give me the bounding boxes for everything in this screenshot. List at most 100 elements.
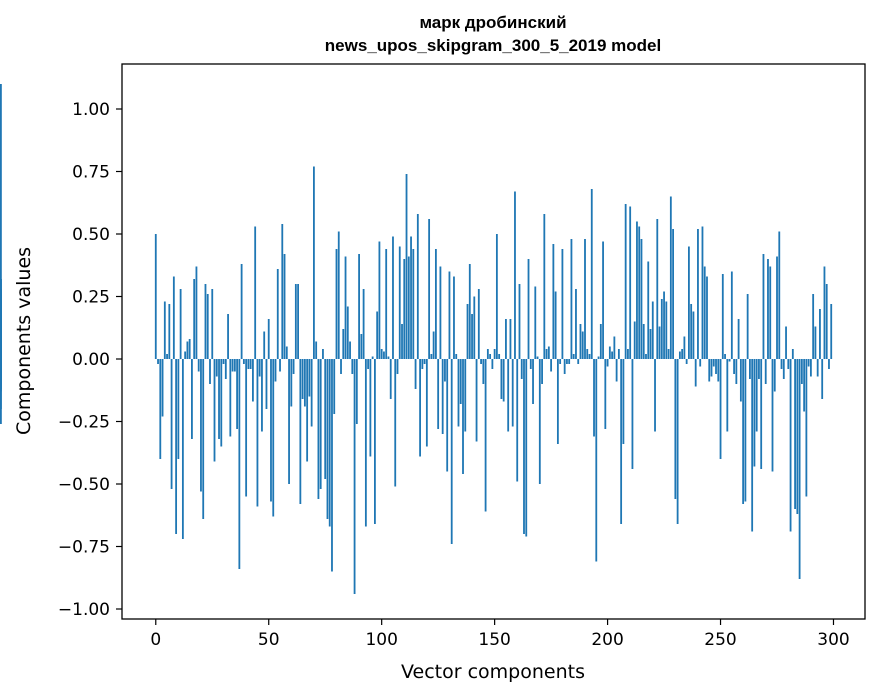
bar-138 xyxy=(466,304,469,359)
bar-110 xyxy=(403,259,406,359)
bar-214 xyxy=(638,226,641,359)
bar-282 xyxy=(791,349,794,359)
bar-41 xyxy=(247,359,250,369)
bar-130 xyxy=(448,271,451,359)
bar-12 xyxy=(181,359,184,539)
bar-123 xyxy=(432,331,435,359)
bar-162 xyxy=(520,359,523,379)
bar-236 xyxy=(688,246,690,359)
bar-11 xyxy=(179,289,182,359)
bar-140 xyxy=(471,314,473,359)
bar-264 xyxy=(751,359,754,532)
bar-65 xyxy=(301,359,304,399)
bar-31 xyxy=(224,359,227,379)
bar-187 xyxy=(577,359,580,364)
bar-undefined xyxy=(0,84,2,359)
bar-259 xyxy=(739,359,742,402)
y-tick-label: −0.50 xyxy=(58,475,110,495)
bar-126 xyxy=(439,266,442,359)
bar-54 xyxy=(276,269,279,359)
bar-131 xyxy=(450,359,453,544)
bar-268 xyxy=(760,359,763,469)
bar-271 xyxy=(767,259,769,359)
bar-148 xyxy=(489,354,492,359)
bar-67 xyxy=(306,359,309,462)
bar-96 xyxy=(371,356,374,359)
bar-170 xyxy=(538,359,541,484)
bar-171 xyxy=(541,359,543,384)
bar-21 xyxy=(202,359,205,519)
bar-93 xyxy=(364,359,367,527)
bar-95 xyxy=(369,359,372,457)
bar-34 xyxy=(231,359,234,372)
bar-257 xyxy=(735,359,738,384)
bar-59 xyxy=(288,359,290,484)
bar-250 xyxy=(719,359,722,459)
bar-144 xyxy=(480,359,482,364)
bar-68 xyxy=(308,359,311,397)
bar-277 xyxy=(780,359,783,369)
bar-74 xyxy=(322,349,324,359)
bar-240 xyxy=(697,229,699,359)
bar-104 xyxy=(389,359,392,399)
bar-205 xyxy=(617,349,620,359)
bar-239 xyxy=(694,359,697,387)
y-tick-label: −1.00 xyxy=(58,600,110,620)
bar-133 xyxy=(455,354,458,359)
bar-53 xyxy=(274,359,277,382)
bar-166 xyxy=(529,359,532,369)
bar-255 xyxy=(730,271,733,359)
bar-60 xyxy=(290,359,293,407)
bar-263 xyxy=(749,359,751,379)
plot-area-frame xyxy=(121,63,866,620)
bar-24 xyxy=(209,359,211,384)
bar-137 xyxy=(464,359,467,432)
bar-109 xyxy=(401,324,403,359)
bar-81 xyxy=(337,231,340,359)
bar-165 xyxy=(527,259,530,359)
bar-232 xyxy=(678,351,681,359)
bar-33 xyxy=(229,359,232,437)
bar-115 xyxy=(414,359,417,389)
bar-122 xyxy=(430,354,433,359)
bar-183 xyxy=(568,359,571,364)
bar-168 xyxy=(534,286,537,359)
bar-210 xyxy=(629,206,632,359)
bar-16 xyxy=(191,359,193,439)
bar-142 xyxy=(475,359,478,442)
bar-247 xyxy=(712,359,715,367)
bar-243 xyxy=(703,266,706,359)
bar-23 xyxy=(206,294,209,359)
bar-189 xyxy=(581,331,584,359)
y-tick-label: 0.00 xyxy=(72,350,110,370)
bar-30 xyxy=(222,359,225,364)
bar-116 xyxy=(416,214,419,359)
bar-296 xyxy=(823,266,826,359)
bar-27 xyxy=(215,359,218,377)
bar-32 xyxy=(227,314,229,359)
bar-18 xyxy=(195,266,198,359)
bar-7 xyxy=(170,359,173,489)
bar-175 xyxy=(550,359,553,372)
bar-174 xyxy=(547,346,550,359)
bar-190 xyxy=(584,239,586,359)
bar-228 xyxy=(669,196,672,359)
bar-141 xyxy=(473,296,476,359)
bar-265 xyxy=(753,359,756,467)
bar-231 xyxy=(676,359,679,524)
bar-246 xyxy=(710,359,713,377)
bar-84 xyxy=(344,256,347,359)
bar-280 xyxy=(787,359,790,369)
bar-198 xyxy=(602,241,604,359)
bar-77 xyxy=(328,359,331,527)
bar-87 xyxy=(351,359,354,374)
bar-50 xyxy=(267,319,270,359)
bar-193 xyxy=(590,189,593,359)
bar-111 xyxy=(405,174,408,359)
bar-160 xyxy=(516,359,519,482)
bar-128 xyxy=(444,359,446,382)
x-tick-label: 100 xyxy=(365,630,397,650)
bar-64 xyxy=(299,359,302,504)
bar-61 xyxy=(292,359,295,374)
bar-295 xyxy=(821,359,824,399)
